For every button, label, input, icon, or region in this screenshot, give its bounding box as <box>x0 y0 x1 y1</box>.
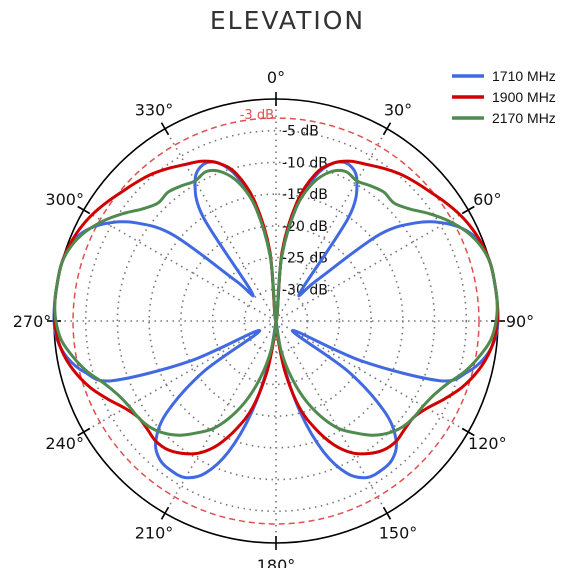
grid-spoke <box>83 320 277 433</box>
radial-tick-labels: -5 dB-10 dB-15 dB-20 dB-25 dB-30 dB-3 dB <box>240 108 328 298</box>
angle-tick-mark <box>77 205 91 215</box>
grid-ring <box>243 288 309 354</box>
grid-ring <box>180 225 372 417</box>
legend-label: 1900 MHz <box>492 89 556 105</box>
angle-tick-label: 270° <box>13 312 52 331</box>
grid-spoke <box>275 128 388 322</box>
chart-title: ELEVATION <box>209 6 366 35</box>
grid-ring <box>211 256 341 386</box>
polar-grid <box>47 92 505 550</box>
angle-tick-mark <box>461 427 475 437</box>
angle-tick-label: 300° <box>45 190 84 209</box>
angle-tick-mark <box>382 506 392 520</box>
legend-label: 2170 MHz <box>492 110 556 126</box>
series-line-2170-mhz <box>53 168 499 437</box>
series-layer <box>52 159 500 480</box>
angle-tick-mark <box>160 122 170 136</box>
legend-label: 1710 MHz <box>492 68 556 84</box>
grid-ring <box>116 161 436 481</box>
angle-tick-mark <box>77 427 91 437</box>
angle-tick-label: 90° <box>506 312 534 331</box>
grid-spoke <box>275 320 388 514</box>
grid-spoke <box>164 320 277 514</box>
angle-tick-label: 180° <box>257 556 296 568</box>
radial-tick-label: -10 dB <box>282 155 328 171</box>
grid-spoke <box>83 209 277 322</box>
angle-tick-mark <box>461 205 475 215</box>
grid-spoke <box>275 320 469 433</box>
angle-tick-label: 210° <box>135 523 174 542</box>
angle-tick-mark <box>382 122 392 136</box>
grid-spoke <box>164 128 277 322</box>
angle-tick-label: 150° <box>379 523 418 542</box>
angle-tick-labels: 0° 30° 60° 90° 120° 150° 180° 210° 240° 270° 300° 3… <box>13 68 534 568</box>
angle-tick-label: 30° <box>384 101 412 120</box>
reference-ring-label: -3 dB <box>240 108 274 123</box>
angle-tick-label: 330° <box>135 101 174 120</box>
radial-tick-label: -20 dB <box>282 219 328 235</box>
radial-tick-label: -25 dB <box>282 251 328 267</box>
angle-tick-label: 240° <box>45 434 84 453</box>
angle-tick-label: 120° <box>468 434 507 453</box>
angle-tick-label: 60° <box>473 190 501 209</box>
legend: 1710 MHz 1900 MHz 2170 MHz <box>452 68 556 126</box>
grid-ring <box>84 129 468 513</box>
angle-tick-label: 0° <box>267 68 285 87</box>
reference-ring <box>72 117 480 525</box>
angle-tick-mark <box>160 506 170 520</box>
grid-spoke <box>275 209 469 322</box>
radial-tick-label: -5 dB <box>282 124 319 140</box>
